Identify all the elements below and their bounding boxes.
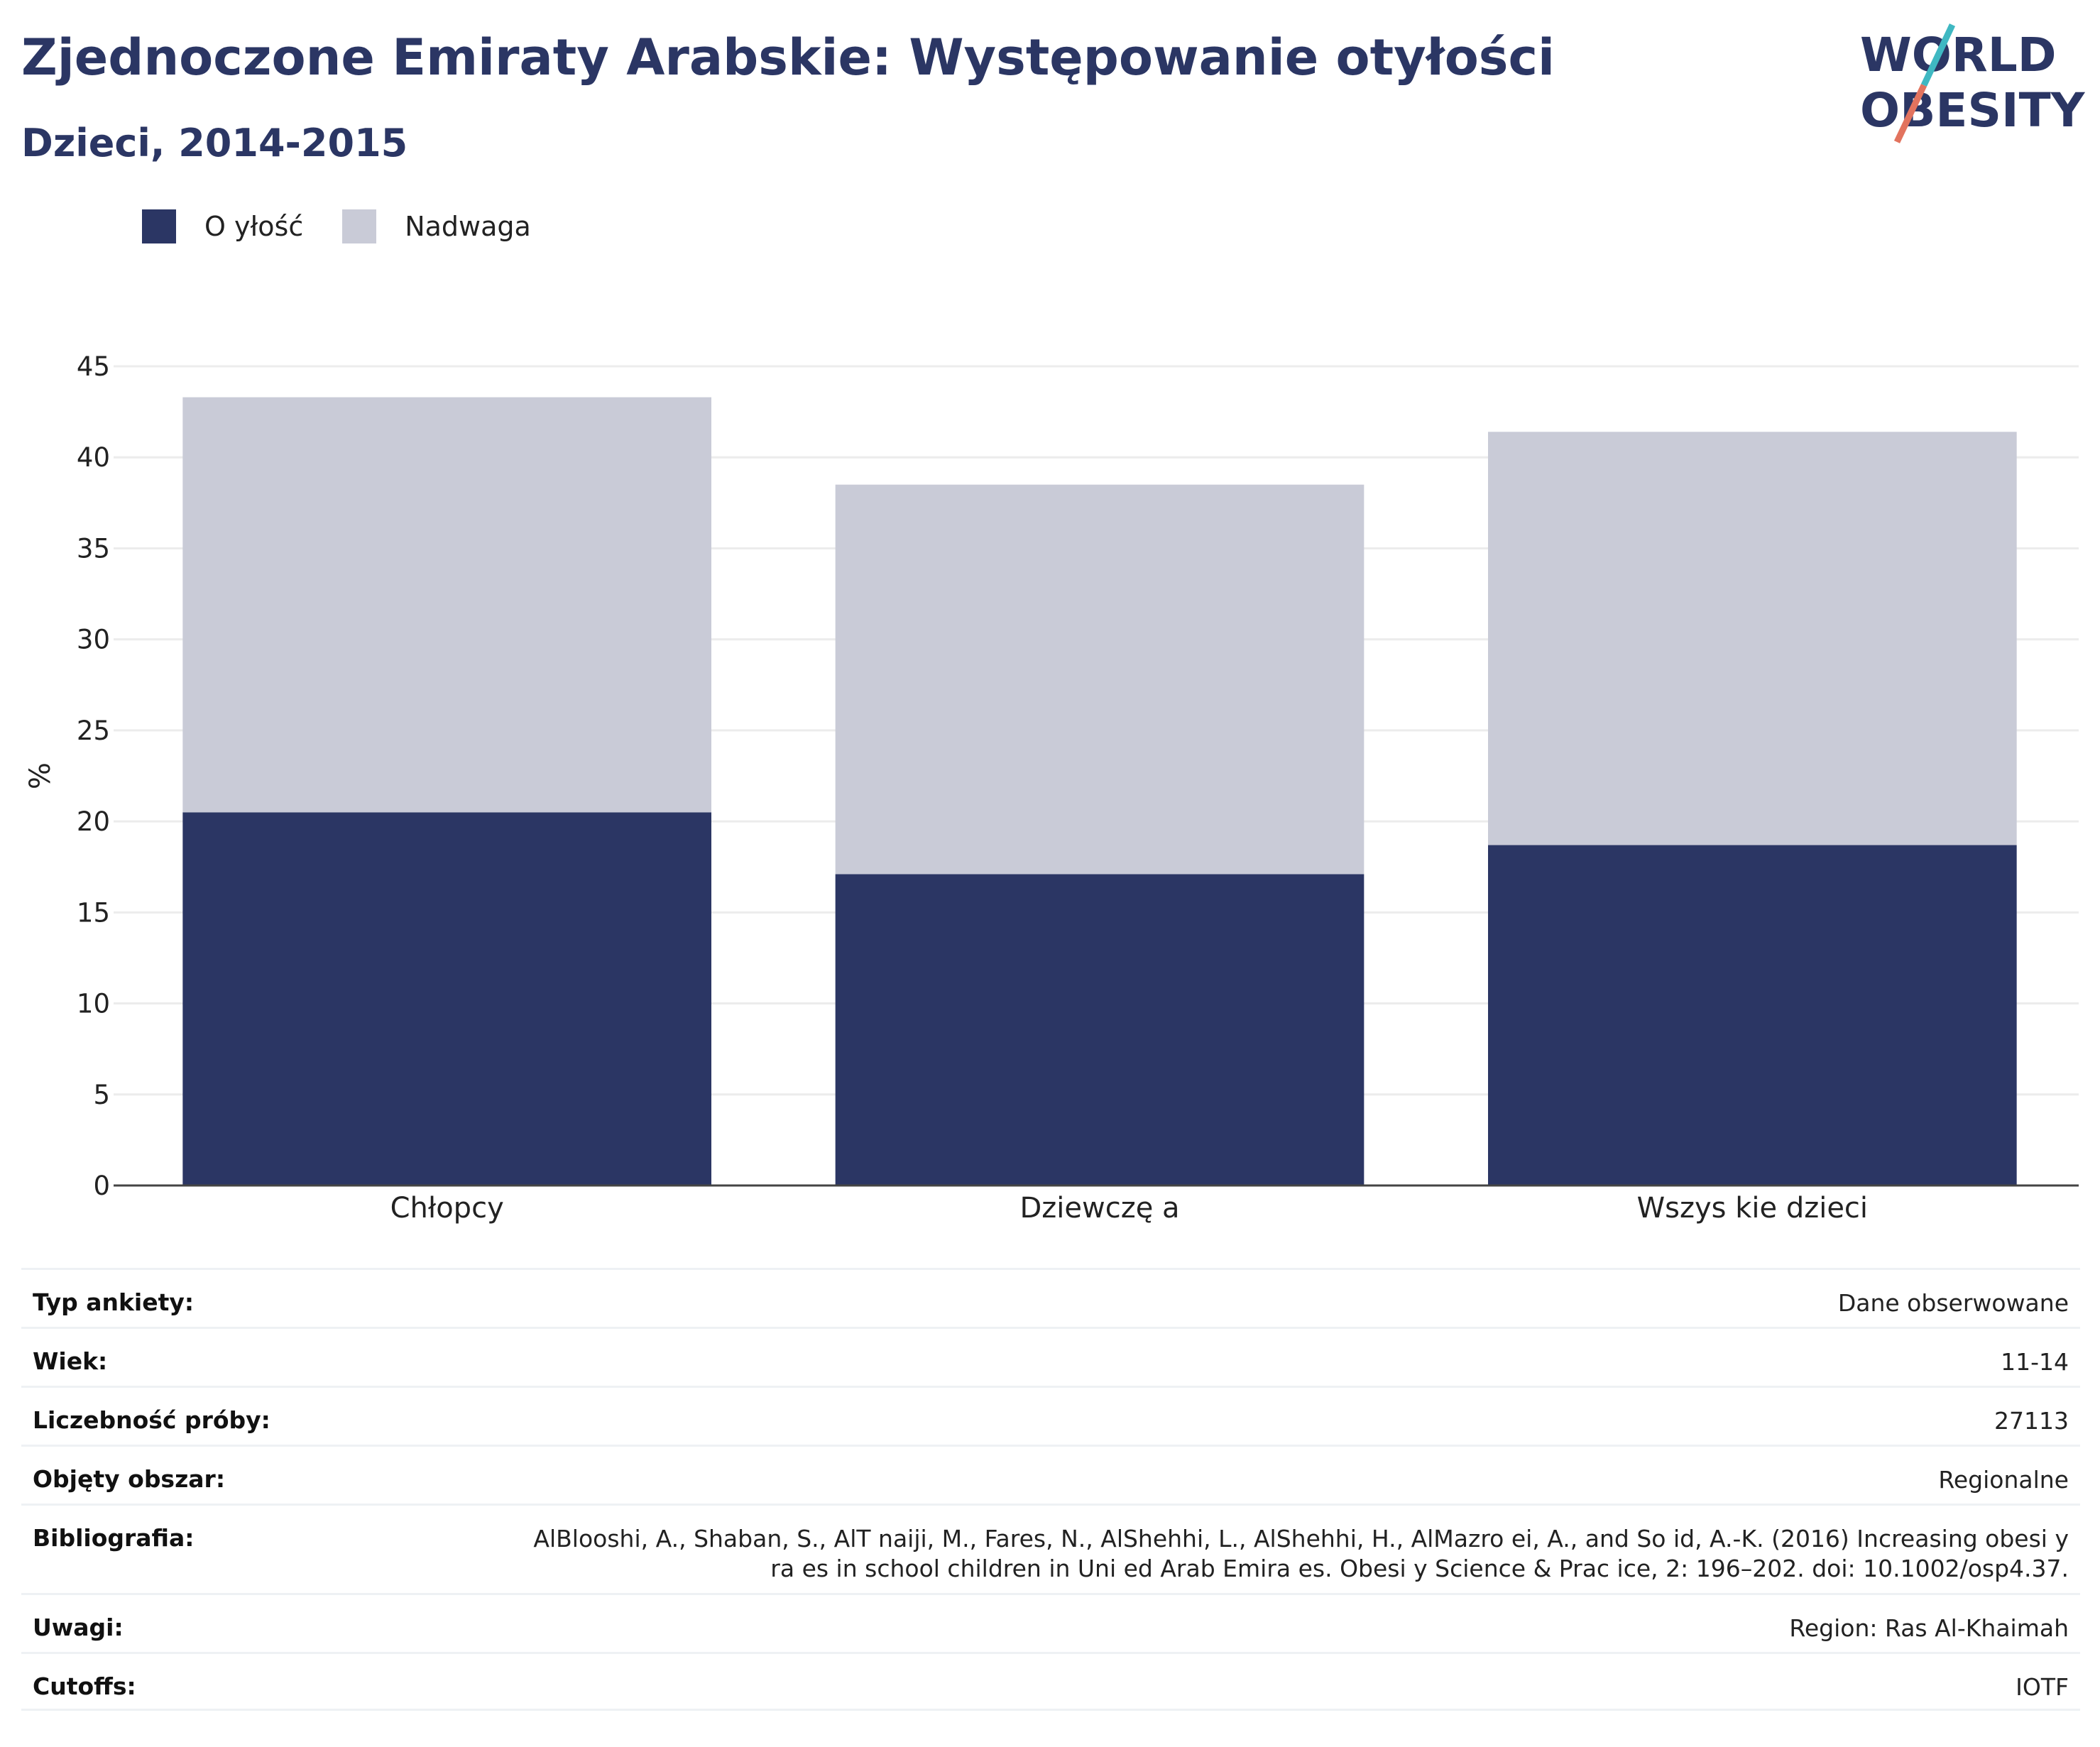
legend-swatch-obesity: [142, 209, 176, 243]
meta-label: Wiek:: [33, 1347, 108, 1375]
meta-label: Cutoffs:: [33, 1672, 136, 1700]
meta-value: IOTF: [2016, 1673, 2069, 1701]
meta-row-survey-type: Typ ankiety: Dane obserwowane: [21, 1268, 2080, 1327]
x-tick-label: Chłopcy: [390, 1192, 504, 1225]
legend-label-obesity: O yłość: [204, 211, 304, 242]
meta-label: Objęty obszar:: [33, 1465, 226, 1493]
y-tick-label: 15: [77, 897, 110, 928]
y-tick-label: 30: [77, 625, 110, 655]
y-tick-label: 5: [93, 1080, 110, 1110]
meta-label: Typ ankiety:: [33, 1288, 195, 1316]
meta-value: AlBlooshi, A., Shaban, S., AlT naiji, M.…: [533, 1525, 2069, 1582]
chart-subtitle: Dzieci, 2014-2015: [21, 121, 408, 165]
legend-item-obesity: O yłość: [142, 209, 303, 243]
meta-row-cutoffs: Cutoffs: IOTF: [21, 1652, 2080, 1711]
bar-overweight: [835, 484, 1365, 875]
meta-label: Uwagi:: [33, 1614, 124, 1641]
bar-obesity: [182, 812, 711, 1185]
y-tick-label: 45: [77, 351, 110, 382]
y-tick-label: 0: [93, 1171, 110, 1201]
legend: O yłość Nadwaga: [142, 209, 570, 243]
meta-value: Dane obserwowane: [1837, 1289, 2069, 1317]
meta-row-bibliography: Bibliografia: AlBlooshi, A., Shaban, S.,…: [21, 1504, 2080, 1593]
logo-text-obesity: OBESITY: [1860, 83, 2086, 138]
chart-title: Zjednoczone Emiraty Arabskie: Występowan…: [21, 28, 1555, 87]
x-tick-label: Dziewczę a: [1019, 1192, 1179, 1225]
y-tick-label: 25: [77, 716, 110, 746]
y-axis-label: %: [24, 762, 57, 789]
meta-value: 27113: [1994, 1407, 2069, 1435]
meta-label: Bibliografia:: [33, 1524, 195, 1552]
meta-row-notes: Uwagi: Region: Ras Al-Khaimah: [21, 1593, 2080, 1652]
meta-value: Region: Ras Al-Khaimah: [1789, 1614, 2069, 1642]
meta-row-age: Wiek: 11-14: [21, 1327, 2080, 1386]
y-tick-label: 20: [77, 806, 110, 837]
legend-swatch-overweight: [342, 209, 377, 243]
y-tick-label: 35: [77, 533, 110, 564]
bar-overweight: [1488, 432, 2017, 845]
metadata-table: Typ ankiety: Dane obserwowane Wiek: 11-1…: [21, 1268, 2080, 1711]
meta-label: Liczebność próby:: [33, 1406, 270, 1434]
y-tick-label: 40: [77, 442, 110, 473]
legend-item-overweight: Nadwaga: [342, 209, 531, 243]
bar-chart: 0 5 10 15 20 25 30 35 40 45% Chłopcy Dziewczę a Wszy…: [24, 351, 2079, 1225]
logo-text-world: WORLD: [1860, 28, 2057, 82]
meta-value: Regionalne: [1938, 1466, 2069, 1494]
world-obesity-logo: WORLD OBESITY: [1860, 23, 2086, 143]
meta-row-area: Objęty obszar: Regionalne: [21, 1445, 2080, 1504]
meta-row-sample-size: Liczebność próby: 27113: [21, 1386, 2080, 1445]
bar-overweight: [182, 397, 711, 813]
bar-obesity: [1488, 845, 2017, 1185]
meta-value: 11-14: [2001, 1348, 2069, 1376]
legend-label-overweight: Nadwaga: [405, 211, 531, 242]
bar-obesity: [835, 874, 1365, 1185]
x-tick-label: Wszys kie dzieci: [1637, 1192, 1868, 1225]
y-tick-label: 10: [77, 989, 110, 1019]
